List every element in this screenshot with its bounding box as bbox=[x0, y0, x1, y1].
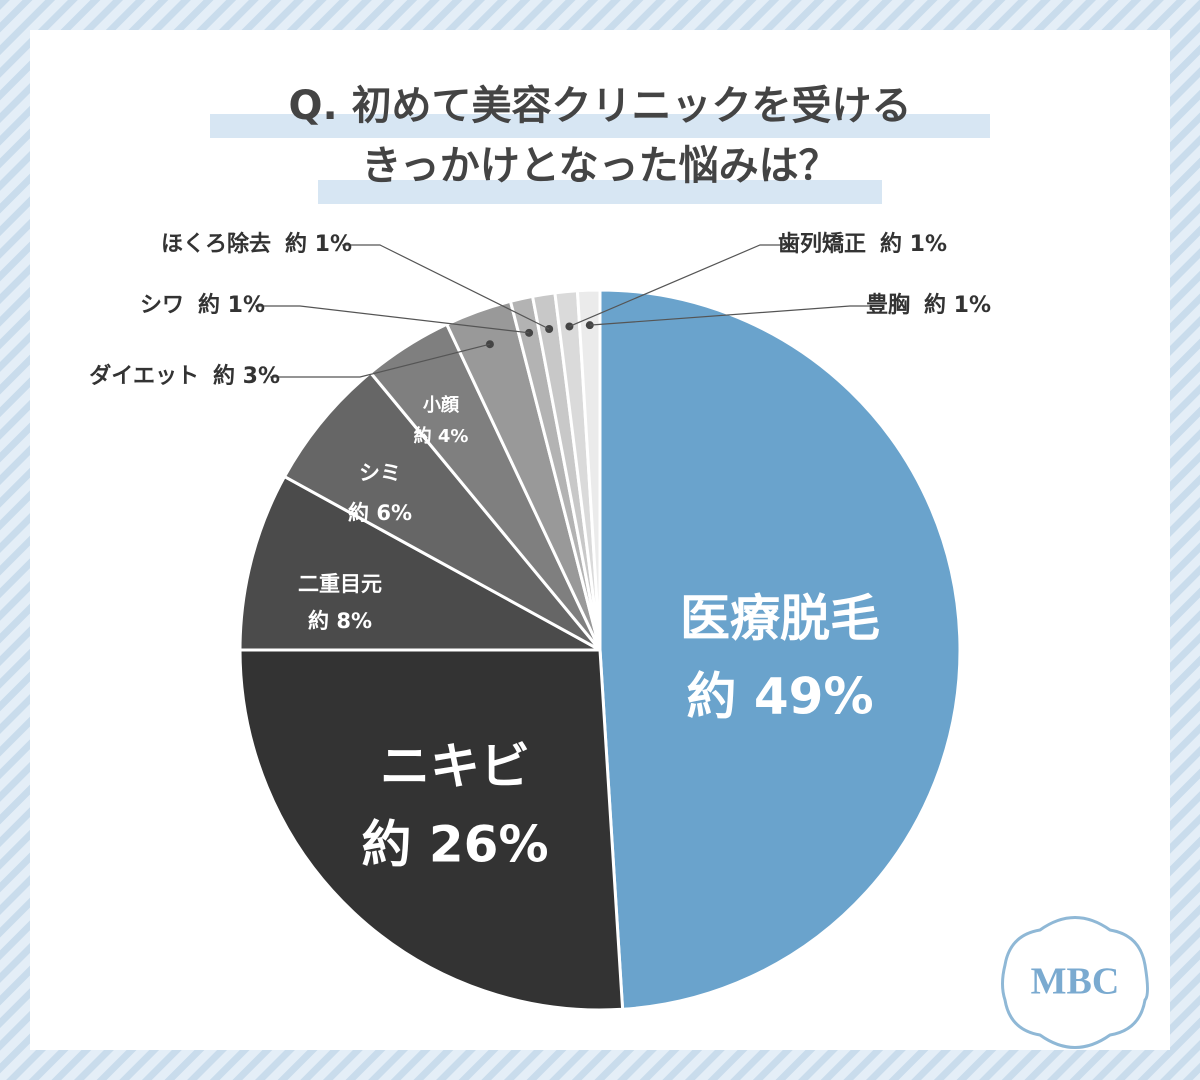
slice-label: ニキビ bbox=[380, 738, 530, 796]
leader-line bbox=[569, 244, 788, 327]
logo-text: MBC bbox=[1031, 961, 1120, 1003]
pie-slice bbox=[575, 288, 602, 651]
title-highlight bbox=[210, 114, 990, 138]
leader-line bbox=[342, 244, 550, 330]
slice-label: 歯列矯正約 1% bbox=[778, 231, 947, 257]
leader-line bbox=[589, 305, 876, 326]
pie-slice bbox=[238, 648, 625, 1012]
value-label: 約 49% bbox=[686, 668, 873, 726]
category-name: シワ bbox=[140, 293, 184, 318]
value-label: 約 8% bbox=[308, 609, 372, 633]
leader-line bbox=[255, 305, 530, 334]
title-highlight bbox=[318, 180, 882, 204]
slice-label: 医療脱毛 bbox=[680, 590, 880, 648]
pie-slice bbox=[238, 474, 601, 652]
category-name: 豊胸 bbox=[866, 292, 910, 318]
logo-frame bbox=[1001, 916, 1149, 1049]
chart-title: Q. 初めて美容クリニックを受ける bbox=[288, 83, 911, 129]
category-name: ダイエット bbox=[89, 363, 199, 389]
pie-slice bbox=[598, 288, 962, 1011]
slice-label: シミ bbox=[359, 461, 401, 485]
pie bbox=[238, 288, 962, 1012]
value-label: 約 6% bbox=[348, 501, 412, 525]
value-label: 約 3% bbox=[213, 363, 280, 389]
leader-line bbox=[270, 343, 491, 378]
value-label: 約 1% bbox=[924, 292, 991, 318]
category-name: ほくろ除去 bbox=[161, 231, 271, 257]
slice-label: ほくろ除去約 1% bbox=[161, 231, 352, 257]
slice-label: 豊胸約 1% bbox=[866, 292, 991, 318]
value-label: 約 1% bbox=[198, 292, 265, 318]
slice-label: ダイエット約 3% bbox=[89, 363, 280, 389]
slice-label: 二重目元 bbox=[298, 572, 382, 596]
value-label: 約 4% bbox=[414, 425, 469, 447]
value-label: 約 1% bbox=[880, 231, 947, 257]
slice-label: シワ約 1% bbox=[140, 292, 265, 318]
slice-label: 小顔 bbox=[423, 394, 460, 416]
category-name: 歯列矯正 bbox=[778, 231, 866, 257]
logo: MBC bbox=[1001, 916, 1149, 1049]
chart-title: きっかけとなった悩みは？ bbox=[361, 143, 838, 189]
value-label: 約 26% bbox=[361, 816, 548, 874]
value-label: 約 1% bbox=[285, 231, 352, 257]
